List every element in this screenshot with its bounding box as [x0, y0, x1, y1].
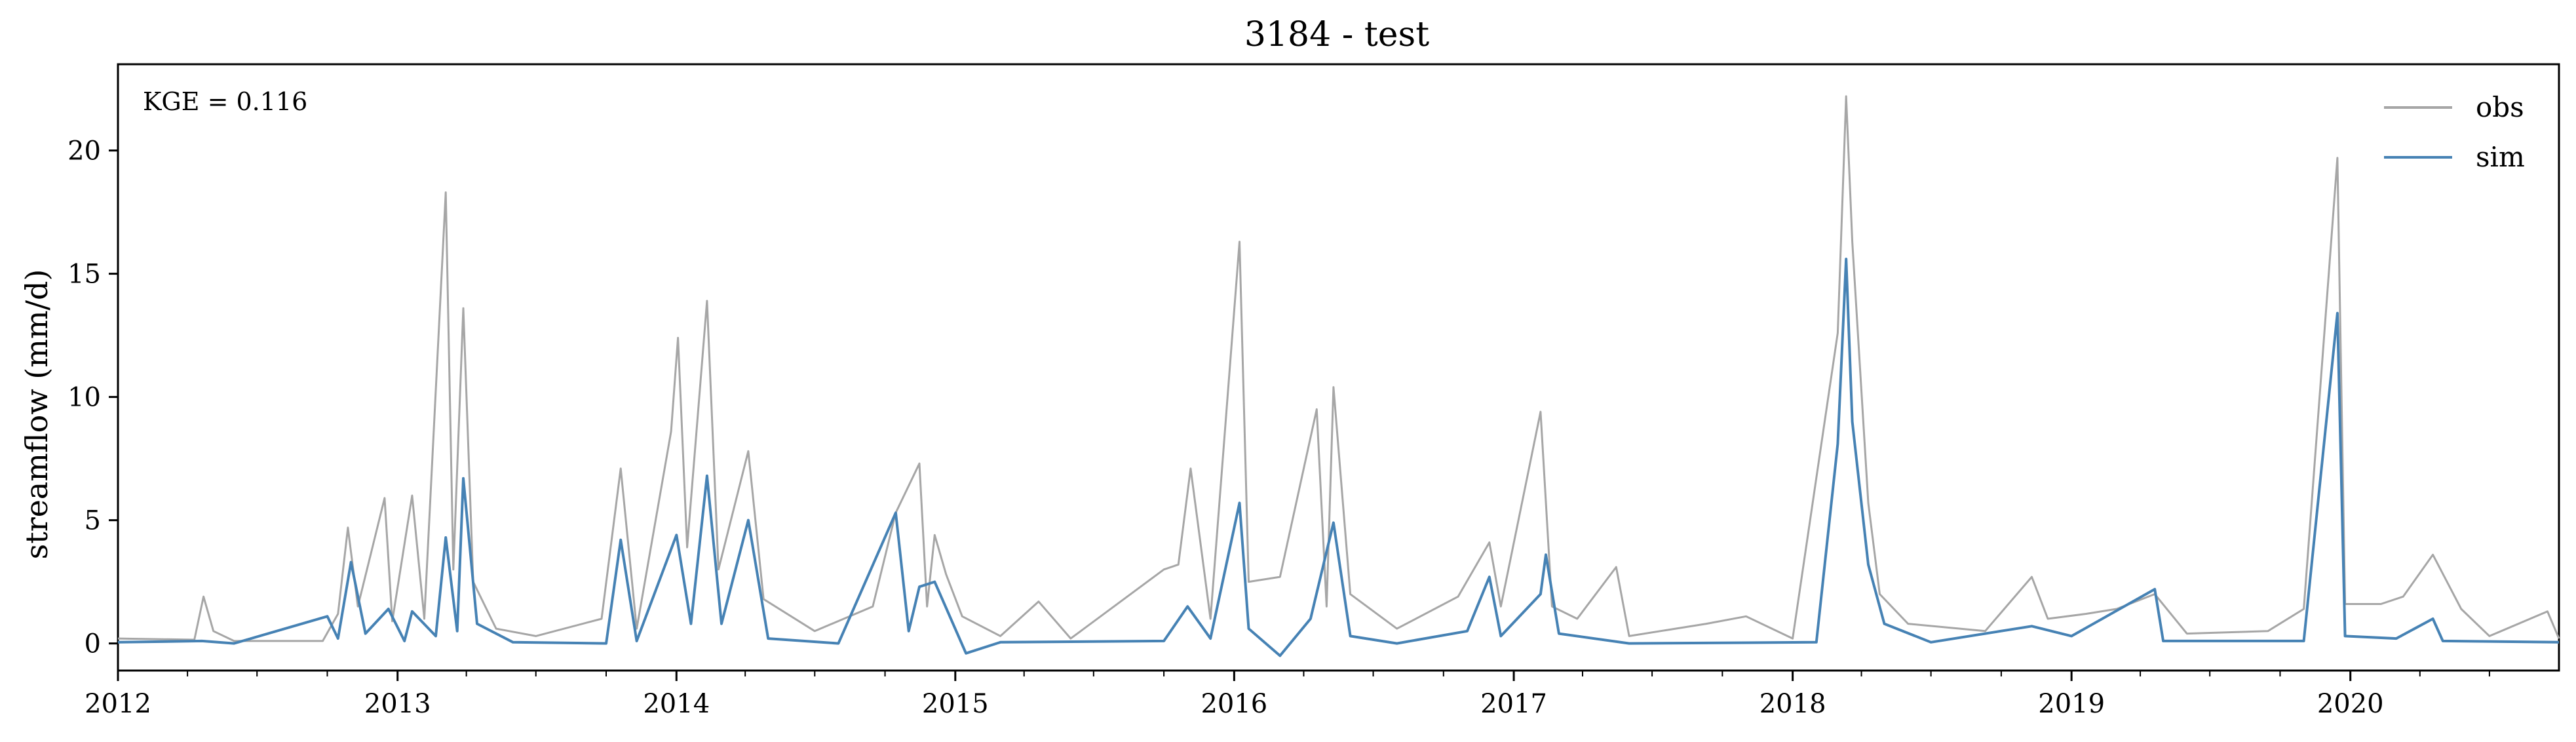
kge-annotation: KGE = 0.116: [143, 87, 307, 116]
x-tick-label: 2013: [364, 689, 431, 719]
y-tick-label: 5: [85, 506, 101, 536]
y-tick-label: 15: [67, 260, 101, 290]
y-axis: 0 5 10 15 20: [67, 136, 118, 659]
x-tick-label: 2018: [1759, 689, 1826, 719]
x-tick-label: 2019: [2038, 689, 2105, 719]
x-tick-label: 2012: [85, 689, 151, 719]
x-tick-label: 2020: [2317, 689, 2384, 719]
series-line-obs: [117, 95, 2560, 642]
y-tick-label: 10: [67, 383, 101, 413]
y-tick-label: 0: [85, 629, 101, 659]
legend-label-obs: obs: [2476, 91, 2524, 123]
x-tick-label: 2015: [922, 689, 989, 719]
series-line-sim: [117, 258, 2560, 657]
x-tick-label: 2016: [1201, 689, 1267, 719]
chart-title: 3184 - test: [1244, 15, 1429, 54]
plot-area: [117, 63, 2560, 672]
x-axis: 2012 2013 2014 2015 2016 2017 2018 2019 2020: [85, 671, 2490, 719]
legend: obs sim: [2384, 91, 2525, 173]
legend-label-sim: sim: [2476, 141, 2525, 173]
y-axis-label: streamflow (mm/d): [19, 269, 54, 560]
x-tick-label: 2014: [643, 689, 710, 719]
y-tick-label: 20: [67, 136, 101, 166]
x-tick-label: 2017: [1480, 689, 1547, 719]
series-layer: [117, 95, 2560, 657]
